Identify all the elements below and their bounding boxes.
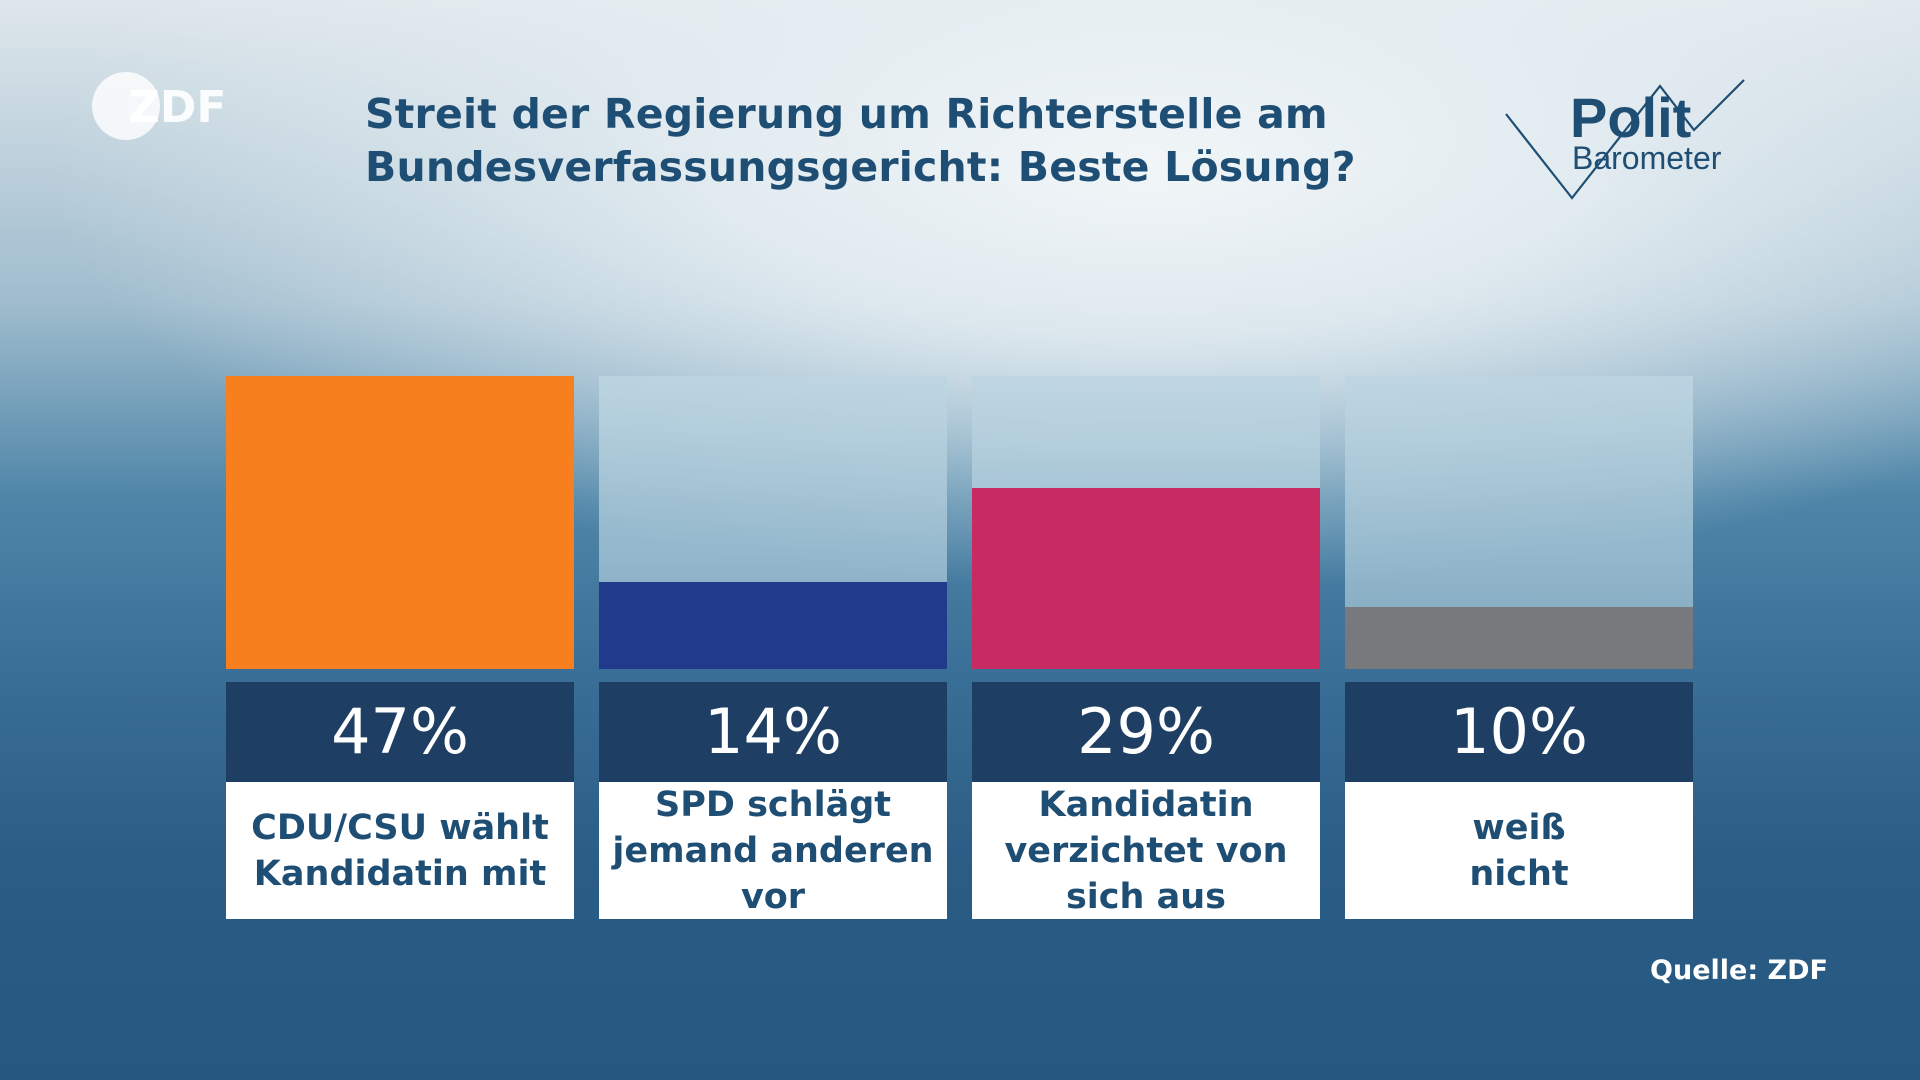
source-note: Quelle: ZDF bbox=[1650, 955, 1828, 986]
bar bbox=[972, 488, 1320, 669]
trend-line-icon bbox=[1505, 79, 1745, 200]
chart-title-line-2: Bundesverfassungsgericht: Beste Lösung? bbox=[365, 143, 1356, 191]
chart-title: Streit der Regierung um Richterstelle am… bbox=[365, 88, 1365, 194]
zdf-logo-mark: ZDF bbox=[92, 72, 226, 140]
category-label: weiß nicht bbox=[1345, 782, 1693, 919]
bar-value-label: 10% bbox=[1345, 682, 1693, 782]
bar-value-label: 47% bbox=[226, 682, 574, 782]
polit-word: Polit bbox=[1570, 86, 1692, 149]
bar bbox=[1345, 607, 1693, 669]
chart-title-line-1: Streit der Regierung um Richterstelle am bbox=[365, 90, 1328, 138]
bar bbox=[599, 582, 947, 669]
zdf-logo: ZDF bbox=[90, 72, 230, 148]
politbarometer-logo: Polit Barometer bbox=[1500, 74, 1800, 204]
bar-value-label: 29% bbox=[972, 682, 1320, 782]
category-label: CDU/CSU wählt Kandidatin mit bbox=[226, 782, 574, 919]
bar bbox=[226, 376, 574, 669]
category-label: SPD schlägt jemand anderen vor bbox=[599, 782, 947, 919]
bar-value-label: 14% bbox=[599, 682, 947, 782]
barometer-word: Barometer bbox=[1572, 140, 1722, 176]
zdf-logo-text: ZDF bbox=[128, 82, 226, 133]
category-label: Kandidatin verzichtet von sich aus bbox=[972, 782, 1320, 919]
